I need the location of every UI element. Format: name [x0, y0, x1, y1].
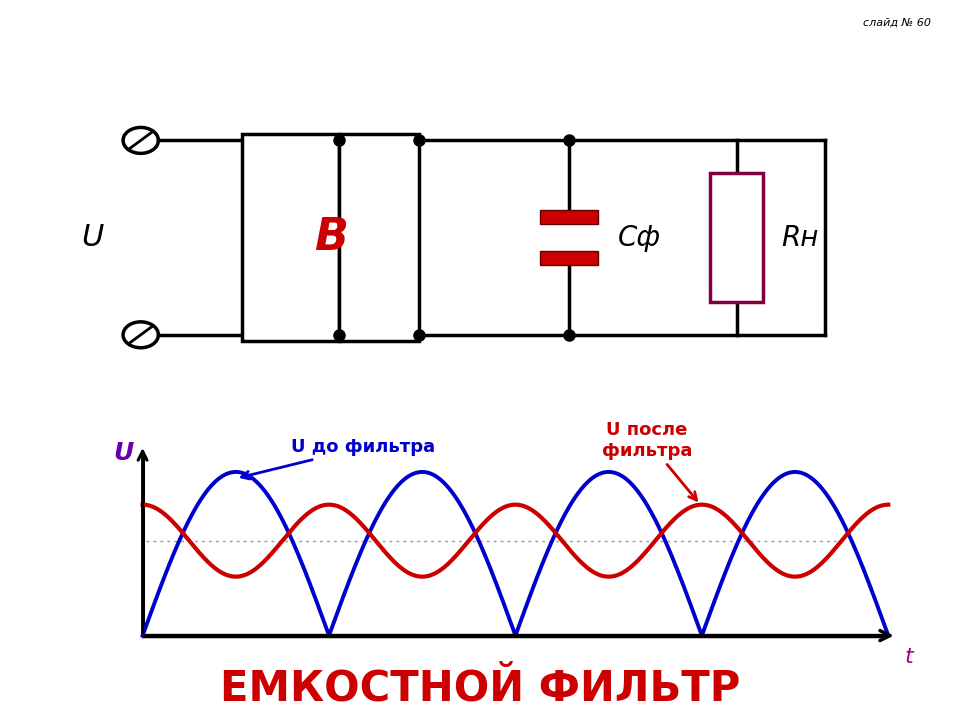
Text: U после
фильтра: U после фильтра — [602, 420, 697, 500]
Text: Rн: Rн — [781, 224, 819, 251]
Bar — [710, 173, 763, 302]
Text: слайд № 60: слайд № 60 — [863, 18, 931, 28]
Text: U до фильтра: U до фильтра — [242, 438, 435, 479]
Text: U: U — [113, 441, 133, 465]
FancyBboxPatch shape — [340, 134, 419, 341]
Text: Сф: Сф — [617, 224, 660, 251]
Text: B: B — [314, 216, 348, 259]
Bar — [540, 251, 598, 266]
Bar — [540, 210, 598, 224]
Text: U: U — [81, 223, 104, 252]
FancyBboxPatch shape — [242, 134, 340, 341]
Text: t: t — [904, 647, 913, 667]
Text: ЕМКОСТНОЙ ФИЛЬТР: ЕМКОСТНОЙ ФИЛЬТР — [220, 667, 740, 709]
